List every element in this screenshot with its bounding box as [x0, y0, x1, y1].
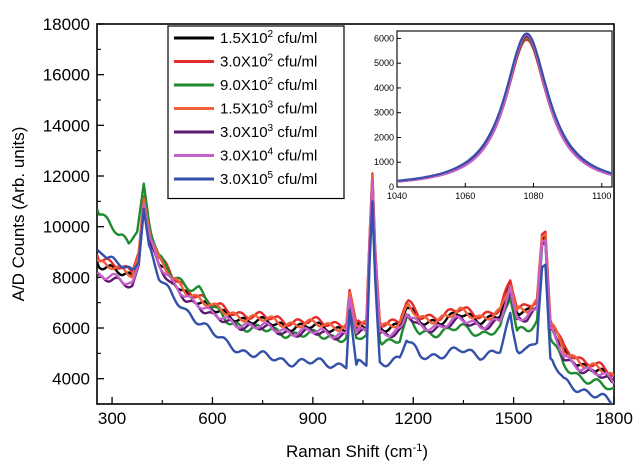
legend-label: 3.0X105 cfu/ml — [220, 170, 317, 188]
plot-frame — [96, 23, 615, 405]
inset-y-tick-label: 4000 — [374, 83, 394, 93]
inset-x-tick-label: 1040 — [387, 191, 407, 201]
legend-label: 1.5X102 cfu/ml — [220, 29, 317, 47]
y-tick-label: 6000 — [52, 319, 90, 338]
legend-label: 3.0X102 cfu/ml — [220, 53, 317, 71]
inset-x-tick-label: 1060 — [455, 191, 475, 201]
x-tick-label: 900 — [299, 409, 327, 428]
inset-x-tick-label: 1080 — [523, 191, 543, 201]
inset-y-tick-label: 3000 — [374, 108, 394, 118]
legend-box — [167, 25, 345, 200]
series-line — [97, 178, 614, 385]
x-tick-label: 300 — [98, 409, 126, 428]
x-tick-label: 1800 — [595, 409, 633, 428]
series-line — [97, 172, 614, 377]
y-tick-label: 14000 — [43, 116, 90, 135]
y-axis-title: A/D Counts (Arb. units) — [9, 127, 28, 302]
inset-series-group — [397, 32, 612, 183]
x-tick-label: 1500 — [495, 409, 533, 428]
legend-label: 1.5X103 cfu/ml — [220, 100, 317, 118]
series-line — [97, 200, 614, 404]
y-tick-label: 16000 — [43, 66, 90, 85]
main-plot: 300 600 900 1200 1500 18004000600080001000012… — [43, 15, 633, 428]
inset-plot: 1040 1060 1080 1100 0 1000 2000 3000 4000 5000 600… — [374, 30, 613, 201]
legend-label: 9.0X102 cfu/ml — [220, 76, 317, 94]
inset-y-tick-label: 1000 — [374, 157, 394, 167]
inset-series-line — [397, 32, 612, 182]
y-tick-label: 18000 — [43, 15, 90, 34]
inset-y-tick-label: 6000 — [374, 33, 394, 43]
inset-frame — [396, 30, 613, 188]
legend-label: 3.0X103 cfu/ml — [220, 123, 317, 141]
legend: 1.5X102 cfu/ml 3.0X102 cfu/ml 9.0X102 cfu/… — [167, 25, 345, 200]
series-group — [97, 172, 614, 404]
inset-x-tick-label: 1100 — [592, 191, 611, 201]
y-tick-label: 12000 — [43, 167, 90, 186]
y-tick-label: 8000 — [52, 268, 90, 287]
inset-y-tick-label: 5000 — [374, 58, 394, 68]
x-axis-title: Raman Shift (cm-1) — [286, 442, 428, 461]
inset-y-tick-label: 0 — [389, 182, 394, 192]
inset-y-tick-label: 2000 — [374, 132, 394, 142]
series-line — [97, 173, 614, 377]
y-tick-label: 10000 — [43, 218, 90, 237]
x-tick-label: 600 — [198, 409, 226, 428]
inset-series-line — [397, 33, 612, 183]
legend-label: 3.0X104 cfu/ml — [220, 147, 317, 165]
x-tick-label: 1200 — [394, 409, 432, 428]
y-tick-label: 4000 — [52, 370, 90, 389]
